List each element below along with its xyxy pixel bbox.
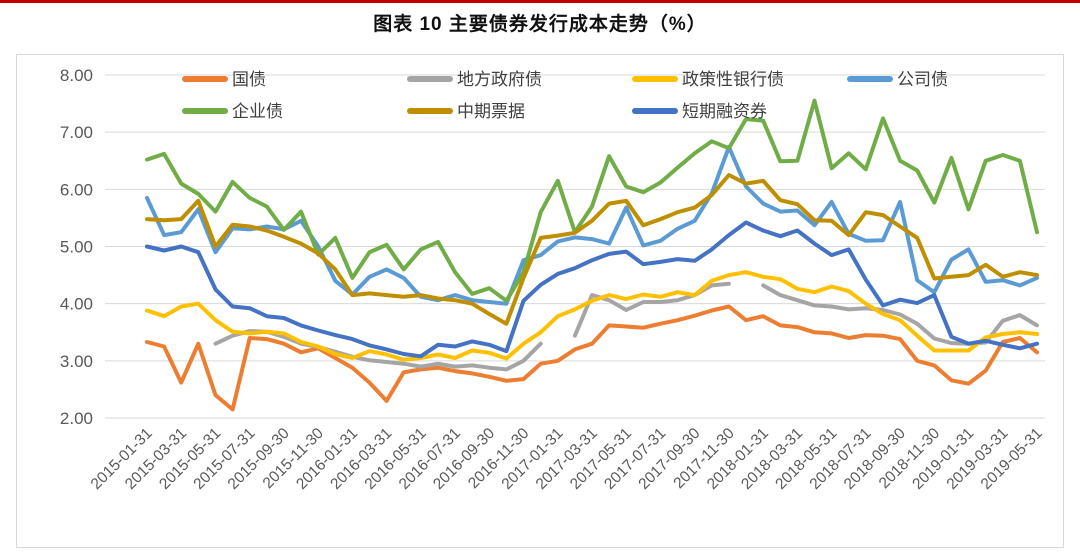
y-axis-tick-label: 6.00 [60,180,93,199]
legend-item-政策性银行债: 政策性银行债 [632,70,784,89]
legend-item-公司债: 公司债 [847,70,948,89]
legend-item-短期融资券: 短期融资券 [632,102,767,121]
legend-item-地方政府债: 地方政府债 [407,70,542,89]
series-line-企业债 [145,98,1039,303]
series-line-国债 [145,304,1039,412]
legend-label: 短期融资券 [682,102,767,121]
legend-label: 地方政府债 [457,70,542,89]
legend-label: 国债 [232,70,266,89]
series-line-公司债 [145,145,1039,306]
legend-item-企业债: 企业债 [182,102,283,121]
legend-label: 企业债 [232,102,283,121]
legend-label: 政策性银行债 [682,70,784,89]
y-axis-tick-label: 2.00 [60,409,93,428]
series-line-短期融资券 [145,220,1039,359]
top-rule [0,0,1080,3]
y-axis-tick-label: 3.00 [60,352,93,371]
y-axis-tick-label: 5.00 [60,238,93,257]
y-axis-tick-label: 7.00 [60,123,93,142]
y-axis-tick-label: 4.00 [60,295,93,314]
legend-label: 中期票据 [457,102,525,121]
legend-item-中期票据: 中期票据 [407,102,525,121]
chart-title: 图表 10 主要债券发行成本走势（%） [373,14,707,35]
y-axis-tick-label: 8.00 [60,66,93,85]
legend-label: 公司债 [897,70,948,89]
series-line-政策性银行债 [145,270,1039,362]
series-line-中期票据 [145,173,1039,326]
legend-item-国债: 国债 [182,70,266,89]
